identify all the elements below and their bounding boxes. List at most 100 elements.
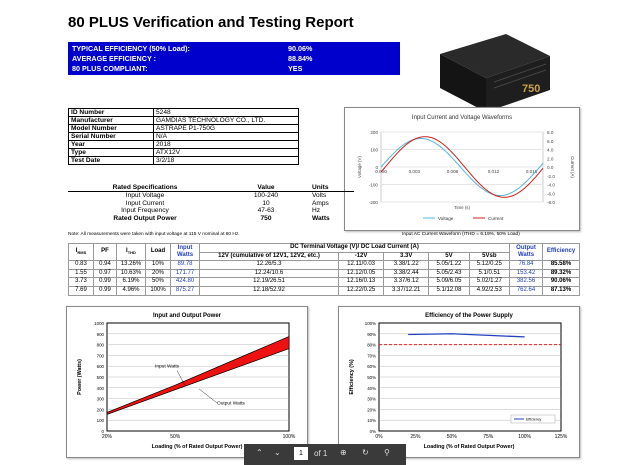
y2-tick-label: 0.0 <box>547 165 554 170</box>
results-cell: 90.06% <box>542 277 580 287</box>
spec-unit: Watts <box>312 214 330 222</box>
y-tick-label: -100 <box>369 183 379 188</box>
x-axis-label: Time (s) <box>454 205 470 210</box>
specs-header: Units <box>310 184 354 193</box>
y2-axis-label: Current (A) <box>570 156 575 178</box>
spec-value: 750 <box>260 214 272 222</box>
col-input-watts: Input Watts <box>170 242 200 262</box>
spec-name: Input Frequency <box>121 207 169 215</box>
summary-row: AVERAGE EFFICIENCY : 88.84% <box>72 54 396 64</box>
results-cell: 3.38/1.22 <box>383 260 430 270</box>
results-cell: 89.78 <box>170 260 200 270</box>
info-key: Type <box>68 148 154 157</box>
results-cell: 6.19% <box>116 277 146 287</box>
results-cell: 0.97 <box>93 268 117 279</box>
legend-label: Voltage <box>438 216 454 221</box>
power-svg: Input and Output Power100090080070060050… <box>77 313 296 450</box>
y-tick-label: 100 <box>97 418 105 423</box>
results-cell: 7.69 <box>68 285 94 296</box>
specs-row: Input Frequency 47-63 Hz <box>68 207 354 214</box>
results-cell: 3.37/12.21 <box>383 285 430 296</box>
spec-value: 10 <box>262 199 270 207</box>
results-cell: 5.1/12.08 <box>428 285 470 296</box>
zoom-in-icon[interactable]: ⊕ <box>340 448 347 457</box>
results-cell: 20% <box>145 268 171 279</box>
x-tick-label: 0.012 <box>488 169 500 174</box>
results-row: 0.83 0.94 13.26% 10% 89.78 12.26/5.3 12.11/0.0… <box>68 260 580 270</box>
results-cell: 5.12/0.25 <box>468 260 511 270</box>
results-cell: 0.83 <box>68 260 94 270</box>
results-cell: 5.05/2.43 <box>428 268 470 279</box>
spec-unit: Hz <box>312 207 321 215</box>
summary-row: TYPICAL EFFICIENCY (50% Load): 90.06% <box>72 44 396 54</box>
specs-header: Rated Specifications <box>68 184 222 193</box>
y-tick-label: 10% <box>367 418 376 423</box>
results-cell: 171.77 <box>170 268 200 279</box>
specs-row: Input Current 10 Amps <box>68 200 354 207</box>
results-cell: 12.26/5.3 <box>199 260 339 270</box>
results-row: 1.55 0.97 10.63% 20% 171.77 12.24/10.6 12.12/0… <box>68 268 580 279</box>
x-tick-label: 0.003 <box>409 169 421 174</box>
y-tick-label: 0 <box>375 165 378 170</box>
y-tick-label: 0 <box>102 429 105 434</box>
spec-name: Input Voltage <box>125 192 165 200</box>
info-value: 3/2/18 <box>153 156 299 165</box>
results-cell: 89.32% <box>542 268 580 279</box>
y-tick-label: 200 <box>97 407 105 412</box>
info-value: ATX12V <box>153 148 299 157</box>
page-up-icon[interactable]: ⌃ <box>256 448 263 457</box>
spec-unit: Amps <box>312 199 329 207</box>
col-5vsb: 5Vsb <box>468 251 511 262</box>
summary-label: 80 PLUS COMPLIANT: <box>72 64 148 73</box>
report-title: 80 PLUS Verification and Testing Report <box>68 14 354 31</box>
series-line-current <box>380 136 544 198</box>
col-ithd: ITHD <box>116 242 146 262</box>
info-row: ID Number 5248 <box>68 108 299 117</box>
chart-title: Input and Output Power <box>153 313 222 319</box>
info-value: GAMDIAS TECHNOLOGY CO., LTD. <box>153 116 299 125</box>
results-cell: 0.94 <box>93 260 117 270</box>
x-tick-label: 50% <box>170 434 181 440</box>
page-count: of 1 <box>314 449 328 458</box>
results-cell: 4.92/2.53 <box>468 285 511 296</box>
info-value: 2018 <box>153 140 299 149</box>
specs-row: Input Voltage 100-240 Volts <box>68 192 354 200</box>
col-5v: 5V <box>428 251 470 262</box>
legend-label: Current <box>488 216 504 221</box>
results-cell: 1.55 <box>68 268 94 279</box>
rotate-icon[interactable]: ↻ <box>362 448 369 457</box>
results-cell: 5.09/6.05 <box>428 277 470 287</box>
page-down-icon[interactable]: ⌄ <box>274 448 281 457</box>
waveform-svg: Input Current and Voltage Waveforms 200 10… <box>357 115 575 221</box>
results-cell: 50% <box>145 277 171 287</box>
y-tick-label: 100 <box>370 148 378 153</box>
info-key: Test Date <box>68 156 154 165</box>
y2-tick-label: 2.0 <box>547 156 554 161</box>
series-line-input <box>106 336 290 413</box>
y-tick-label: 80% <box>367 343 376 348</box>
results-cell: 10.63% <box>116 268 146 279</box>
waveform-caption: Input AC Current Waveform (ITHD = 6.19%,… <box>402 232 520 237</box>
y2-tick-label: 4.0 <box>547 148 554 153</box>
results-cell: 87.13% <box>542 285 580 296</box>
results-cell: 12.11/0.03 <box>337 260 385 270</box>
annotation-arrow <box>176 370 186 386</box>
y-tick-label: 800 <box>97 343 105 348</box>
y-axis-label: Power (Watts) <box>77 359 83 395</box>
info-key: ID Number <box>68 108 154 117</box>
results-table: IRMS PF ITHD Load Input Watts DC Termina… <box>68 242 580 296</box>
info-row: Serial Number N/A <box>68 132 299 141</box>
annotation-input: Input Watts <box>155 363 180 369</box>
x-axis-label: Loading (% of Rated Output Power) <box>424 444 515 450</box>
rated-specs-table: Rated Specifications Value Units Input V… <box>68 184 354 222</box>
page-number-input[interactable]: 1 <box>294 447 308 460</box>
info-row: Type ATX12V <box>68 148 299 157</box>
info-key: Serial Number <box>68 132 154 141</box>
search-icon[interactable]: ⚲ <box>384 448 390 457</box>
summary-label: TYPICAL EFFICIENCY (50% Load): <box>72 44 190 53</box>
results-cell: 85.58% <box>542 260 580 270</box>
results-cell: 12.18/52.92 <box>199 285 339 296</box>
y-tick-label: 200 <box>370 130 378 135</box>
results-cell: 153.42 <box>509 268 543 279</box>
series-line-output <box>106 348 290 415</box>
